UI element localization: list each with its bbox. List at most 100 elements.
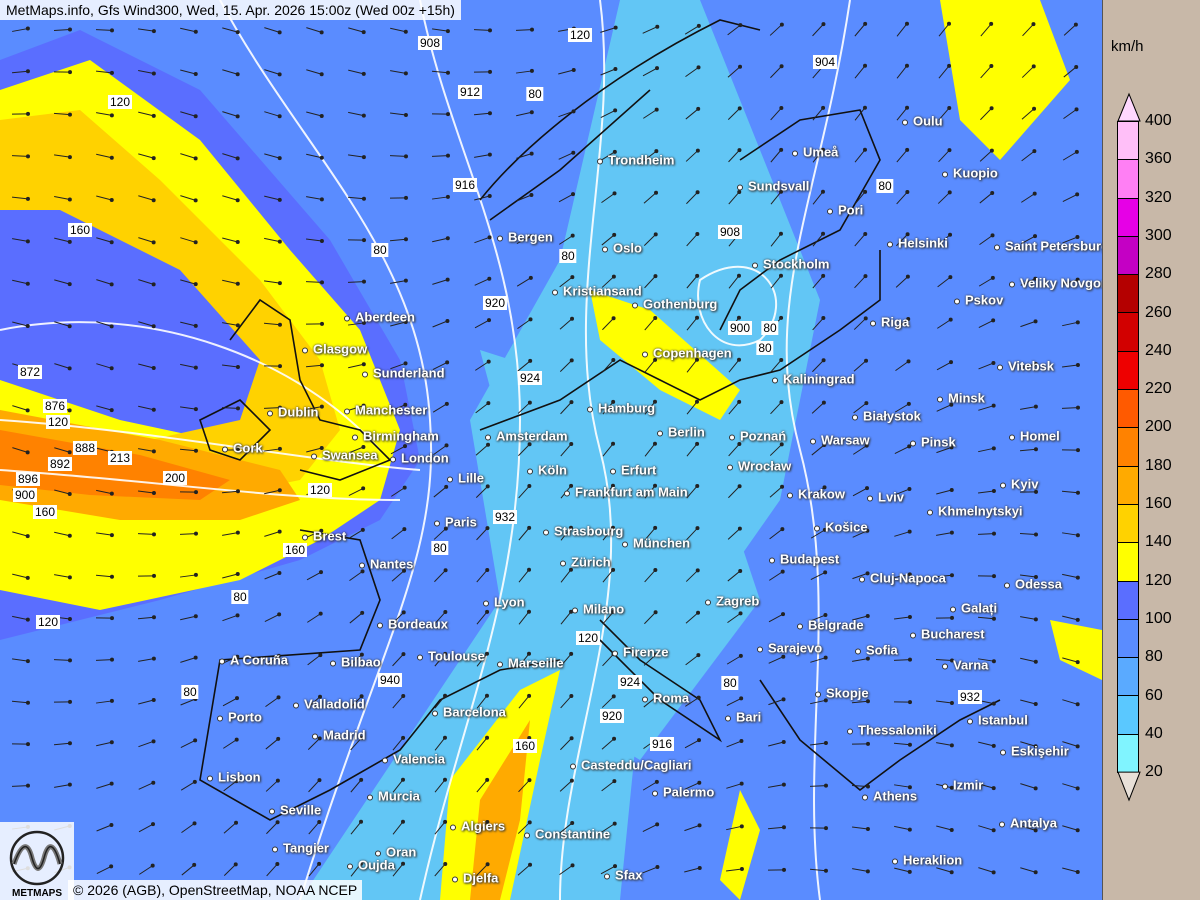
city-label: Oulu xyxy=(902,114,943,129)
city-label: Frankfurt am Main xyxy=(564,485,688,500)
city-label: Oslo xyxy=(602,241,642,256)
contour-label: 213 xyxy=(107,451,133,465)
contour-label: 80 xyxy=(559,249,577,263)
city-label: Toulouse xyxy=(417,649,485,664)
legend-tick-label: 260 xyxy=(1145,303,1172,321)
city-label: London xyxy=(390,451,449,466)
city-label: Djelfa xyxy=(452,871,498,886)
city-label: Eskişehir xyxy=(1000,744,1069,759)
city-label: Gothenburg xyxy=(632,297,717,312)
city-label: Hamburg xyxy=(587,401,655,416)
legend-swatch xyxy=(1117,313,1139,352)
legend-tick-label: 360 xyxy=(1145,150,1172,168)
city-label: Homel xyxy=(1009,429,1060,444)
metmaps-logo: METMAPS xyxy=(0,822,74,900)
legend-swatch xyxy=(1117,275,1139,314)
city-label: A Coruña xyxy=(219,653,288,668)
legend-swatch xyxy=(1117,351,1139,391)
city-label: Cluj-Napoca xyxy=(859,571,946,586)
city-label: Galați xyxy=(950,601,997,616)
city-label: Varna xyxy=(942,658,988,673)
city-label: Valencia xyxy=(382,752,445,767)
map-title: MetMaps.info, Gfs Wind300, Wed, 15. Apr.… xyxy=(0,0,461,20)
city-label: Stockholm xyxy=(752,257,829,272)
city-label: Köln xyxy=(527,463,567,478)
city-label: Dublin xyxy=(267,405,318,420)
legend-bar xyxy=(1117,121,1139,774)
city-label: Sarajevo xyxy=(757,641,822,656)
contour-label: 916 xyxy=(649,737,675,751)
city-label: Pskov xyxy=(954,293,1003,308)
contour-label: 120 xyxy=(45,415,71,429)
contour-label: 80 xyxy=(876,179,894,193)
city-label: Białystok xyxy=(852,409,921,424)
city-label: Vitebsk xyxy=(997,359,1054,374)
city-label: Brest xyxy=(302,529,346,544)
city-label: Riga xyxy=(870,315,909,330)
contour-label: 920 xyxy=(599,709,625,723)
contour-label: 120 xyxy=(575,631,601,645)
legend-tick-label: 140 xyxy=(1145,533,1172,551)
color-legend: km/h 400 360 320 300 280 260 240 220 200 180 160 14… xyxy=(1102,0,1200,900)
city-label: Erfurt xyxy=(610,463,656,478)
legend-swatch xyxy=(1117,428,1139,467)
city-label: Budapest xyxy=(769,552,839,567)
legend-tick-label: 160 xyxy=(1145,495,1172,512)
legend-swatch xyxy=(1117,198,1139,237)
city-label: Lyon xyxy=(483,595,525,610)
contour-label: 900 xyxy=(727,321,753,335)
contour-label: 900 xyxy=(12,488,38,502)
legend-swatch xyxy=(1117,696,1139,735)
contour-label: 120 xyxy=(307,483,333,497)
city-label: Bucharest xyxy=(910,627,985,642)
contour-label: 920 xyxy=(482,296,508,310)
city-label: Belgrade xyxy=(797,618,864,633)
legend-swatch xyxy=(1117,236,1139,276)
city-label: Marseille xyxy=(497,656,564,671)
contour-label: 120 xyxy=(567,28,593,42)
city-label: Odessa xyxy=(1004,577,1062,592)
contour-label: 80 xyxy=(761,321,779,335)
city-label: Porto xyxy=(217,710,262,725)
city-label: Glasgow xyxy=(302,342,367,357)
legend-bottom-cap xyxy=(1117,771,1141,802)
city-label: Swansea xyxy=(311,448,378,463)
contour-label: 160 xyxy=(282,543,308,557)
city-label: Madrid xyxy=(312,728,366,743)
city-label: Kaliningrad xyxy=(772,372,855,387)
city-label: Sofia xyxy=(855,643,898,658)
city-label: Pori xyxy=(827,203,863,218)
city-label: Athens xyxy=(862,789,917,804)
city-label: Warsaw xyxy=(810,433,870,448)
contour-label: 888 xyxy=(72,441,98,455)
city-label: Veliky Novgorod xyxy=(1009,276,1102,291)
city-label: Lille xyxy=(447,471,484,486)
city-label: Bilbao xyxy=(330,655,381,670)
contour-label: 120 xyxy=(35,615,61,629)
city-label: Istanbul xyxy=(967,713,1028,728)
city-label: Bordeaux xyxy=(377,617,448,632)
city-label: Strasbourg xyxy=(543,524,623,539)
city-label: Oujda xyxy=(347,858,395,873)
legend-tick-label: 20 xyxy=(1145,763,1163,781)
city-label: Kuopio xyxy=(942,166,998,181)
city-label: Helsinki xyxy=(887,236,948,251)
city-label: Bari xyxy=(725,710,761,725)
legend-tick-label: 180 xyxy=(1145,456,1172,474)
city-label: Milano xyxy=(572,602,624,617)
city-label: Lviv xyxy=(867,490,904,505)
legend-swatch xyxy=(1117,658,1139,697)
city-label: Zürich xyxy=(560,555,611,570)
city-label: Copenhagen xyxy=(642,346,732,361)
contour-label: 80 xyxy=(721,676,739,690)
contour-label: 940 xyxy=(377,673,403,687)
city-label: Zagreb xyxy=(705,594,759,609)
contour-label: 932 xyxy=(957,690,983,704)
contour-label: 912 xyxy=(457,85,483,99)
city-label: Antalya xyxy=(999,816,1057,831)
wind-map[interactable]: MetMaps.info, Gfs Wind300, Wed, 15. Apr.… xyxy=(0,0,1102,900)
city-label: Sfax xyxy=(604,868,642,883)
legend-tick-label: 240 xyxy=(1145,341,1172,359)
city-label: München xyxy=(622,536,690,551)
legend-swatch xyxy=(1117,543,1139,582)
